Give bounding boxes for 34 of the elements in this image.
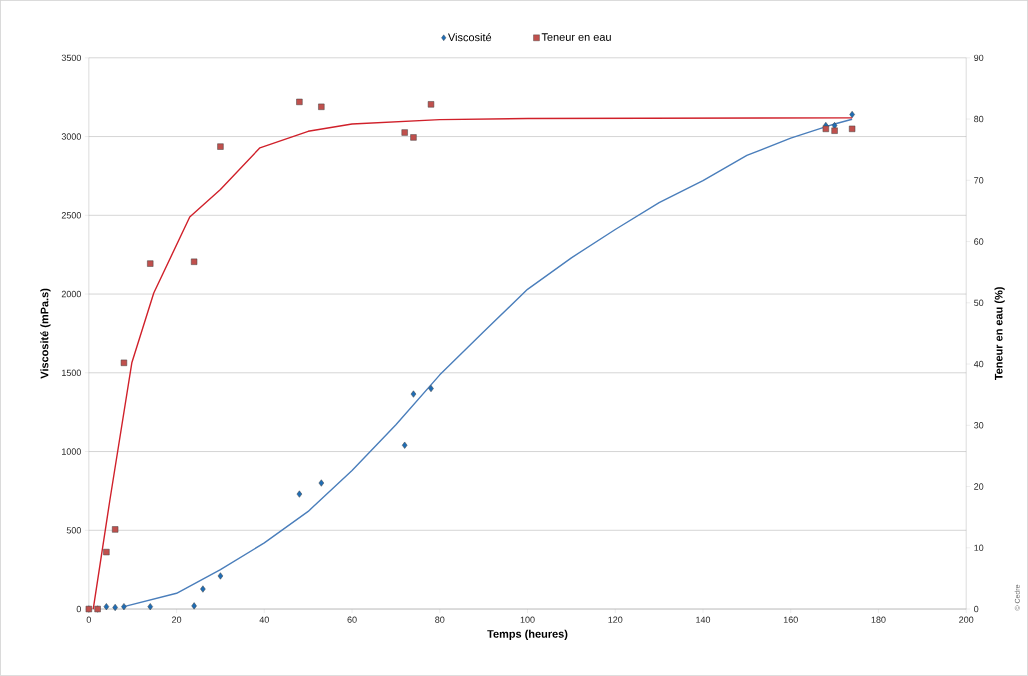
y-tick-label: 3000 xyxy=(61,133,81,140)
y2-tick-label: 60 xyxy=(974,238,984,245)
x-tick-label: 60 xyxy=(347,616,357,623)
y2-tick-label: 80 xyxy=(974,115,984,123)
y2-tick-label: 70 xyxy=(974,177,984,184)
legend-label: Teneur en eau xyxy=(541,33,611,42)
y-tick-label: 2500 xyxy=(61,212,81,219)
y2-tick-label: 20 xyxy=(974,483,984,490)
y-tick-label: 2000 xyxy=(61,290,81,298)
x-tick-label: 80 xyxy=(435,616,445,623)
y-axis-title: Viscosité (mPa.s) xyxy=(40,288,51,379)
legend-label: Viscosité xyxy=(448,33,492,42)
y-tick-label: 0 xyxy=(76,605,81,613)
x-tick-label: 140 xyxy=(696,616,711,623)
x-tick-label: 120 xyxy=(608,616,623,623)
y2-tick-label: 40 xyxy=(973,360,984,368)
y-tick-label: 1000 xyxy=(62,448,81,455)
y2-axis-title: Teneur en eau (%) xyxy=(994,287,1005,381)
y2-tick-label: 0 xyxy=(974,605,979,613)
x-tick-label: 100 xyxy=(520,616,535,623)
x-tick-label: 40 xyxy=(259,616,269,623)
y-tick-label: 500 xyxy=(66,527,81,534)
x-tick-label: 180 xyxy=(871,616,886,623)
x-tick-label: 200 xyxy=(959,616,974,623)
y2-tick-label: 50 xyxy=(974,299,984,307)
y2-tick-label: 30 xyxy=(974,422,984,429)
y2-tick-label: 10 xyxy=(974,544,984,552)
y-tick-label: 1500 xyxy=(62,369,81,377)
x-tick-label: 0 xyxy=(86,616,91,623)
y2-tick-label: 90 xyxy=(974,54,984,62)
x-tick-label: 160 xyxy=(783,616,798,623)
y-tick-label: 3500 xyxy=(61,54,81,62)
x-axis-title: Temps (heures) xyxy=(487,629,568,641)
x-tick-label: 20 xyxy=(172,616,182,623)
